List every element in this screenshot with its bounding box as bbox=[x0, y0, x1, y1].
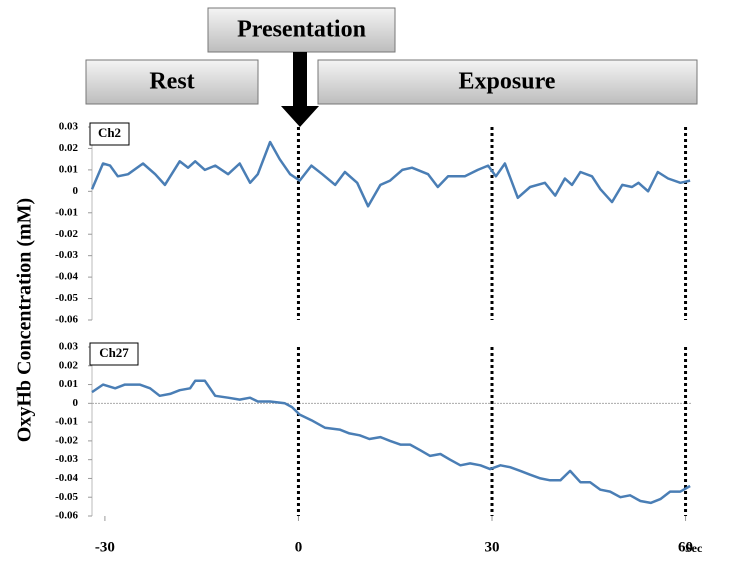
y-tick-label: -0.03 bbox=[55, 453, 78, 465]
y-tick-label: -0.06 bbox=[55, 314, 78, 326]
rest-label: Rest bbox=[149, 69, 194, 95]
panel-label: Ch27 bbox=[99, 345, 129, 360]
x-tick-label: 30 bbox=[485, 539, 500, 555]
panel-label-box bbox=[89, 122, 130, 146]
y-tick-label: 0.03 bbox=[59, 121, 79, 133]
presentation-arrow bbox=[281, 52, 319, 127]
y-axis-label: OxyHb Concentration (mM) bbox=[14, 198, 36, 442]
y-tick-label: -0.05 bbox=[55, 292, 78, 304]
y-tick-label: -0.01 bbox=[55, 206, 78, 218]
y-tick-label: -0.06 bbox=[55, 510, 78, 522]
y-tick-label: -0.02 bbox=[55, 434, 78, 446]
y-tick-label: 0.03 bbox=[59, 341, 79, 353]
y-tick-label: -0.04 bbox=[55, 271, 78, 283]
data-line bbox=[91, 379, 691, 505]
y-tick-label: 0 bbox=[73, 185, 79, 197]
y-tick-label: 0.01 bbox=[59, 163, 78, 175]
y-tick-label: -0.01 bbox=[55, 416, 78, 428]
presentation-box bbox=[207, 7, 396, 53]
y-tick-label: 0.02 bbox=[59, 359, 79, 371]
exposure-label: Exposure bbox=[459, 69, 556, 95]
data-line bbox=[90, 140, 691, 208]
y-tick-label: -0.05 bbox=[55, 491, 78, 503]
x-tick-label: 0 bbox=[295, 539, 303, 555]
y-tick-label: -0.02 bbox=[55, 228, 78, 240]
exposure-box bbox=[317, 59, 698, 105]
y-tick-label: 0 bbox=[73, 397, 79, 409]
x-tick-label: 60 bbox=[678, 539, 693, 555]
y-tick-label: 0.01 bbox=[59, 378, 78, 390]
y-tick-label: -0.03 bbox=[55, 249, 78, 261]
presentation-label: Presentation bbox=[237, 17, 366, 43]
y-tick-label: -0.04 bbox=[55, 472, 78, 484]
panel-label: Ch2 bbox=[98, 125, 121, 140]
x-unit-label: Sec bbox=[685, 541, 703, 555]
x-tick-label: -30 bbox=[95, 539, 115, 555]
y-tick-label: 0.02 bbox=[59, 142, 79, 154]
rest-box bbox=[85, 59, 259, 105]
panel-label-box bbox=[89, 342, 139, 366]
